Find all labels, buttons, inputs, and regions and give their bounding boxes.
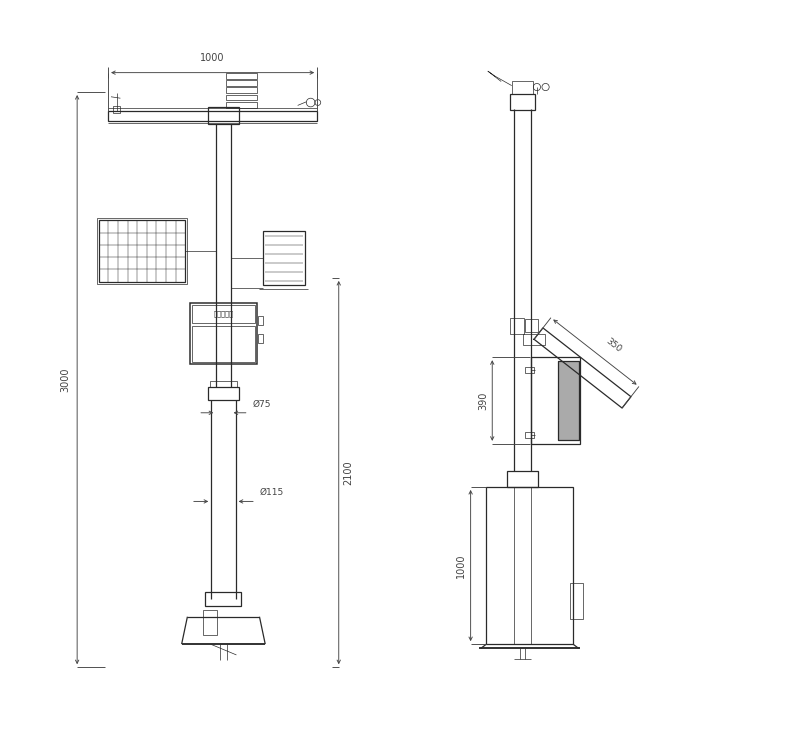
- Bar: [210, 381, 237, 387]
- Bar: [506, 471, 538, 487]
- Bar: [512, 81, 534, 94]
- Bar: [523, 333, 545, 345]
- Bar: [190, 303, 258, 364]
- Bar: [525, 319, 538, 332]
- Bar: [558, 361, 578, 440]
- Bar: [192, 305, 255, 324]
- Text: 2100: 2100: [343, 460, 353, 485]
- Bar: [526, 367, 534, 373]
- Bar: [486, 487, 573, 644]
- Bar: [226, 95, 258, 101]
- Text: 390: 390: [478, 391, 488, 410]
- Bar: [207, 107, 239, 125]
- Bar: [97, 218, 187, 284]
- Bar: [510, 318, 524, 333]
- Text: 1000: 1000: [455, 553, 466, 578]
- Bar: [226, 102, 258, 108]
- Bar: [207, 387, 239, 399]
- Bar: [226, 87, 258, 93]
- Bar: [108, 112, 317, 120]
- Bar: [570, 583, 583, 619]
- Bar: [192, 327, 255, 362]
- Bar: [226, 73, 258, 79]
- Bar: [98, 220, 186, 281]
- Bar: [206, 591, 242, 606]
- Bar: [531, 357, 580, 444]
- Bar: [558, 361, 578, 440]
- Text: Ø75: Ø75: [252, 399, 270, 408]
- Text: 1000: 1000: [200, 53, 225, 63]
- Text: Ø115: Ø115: [259, 488, 284, 497]
- Text: 3000: 3000: [61, 367, 70, 392]
- Bar: [510, 94, 535, 110]
- Bar: [202, 609, 217, 635]
- Bar: [113, 106, 120, 113]
- Bar: [263, 231, 305, 285]
- Bar: [258, 335, 263, 343]
- Text: 环境监测站: 环境监测站: [214, 311, 234, 317]
- Bar: [226, 80, 258, 86]
- Bar: [258, 316, 263, 324]
- Bar: [526, 432, 534, 438]
- Text: 350: 350: [603, 336, 622, 354]
